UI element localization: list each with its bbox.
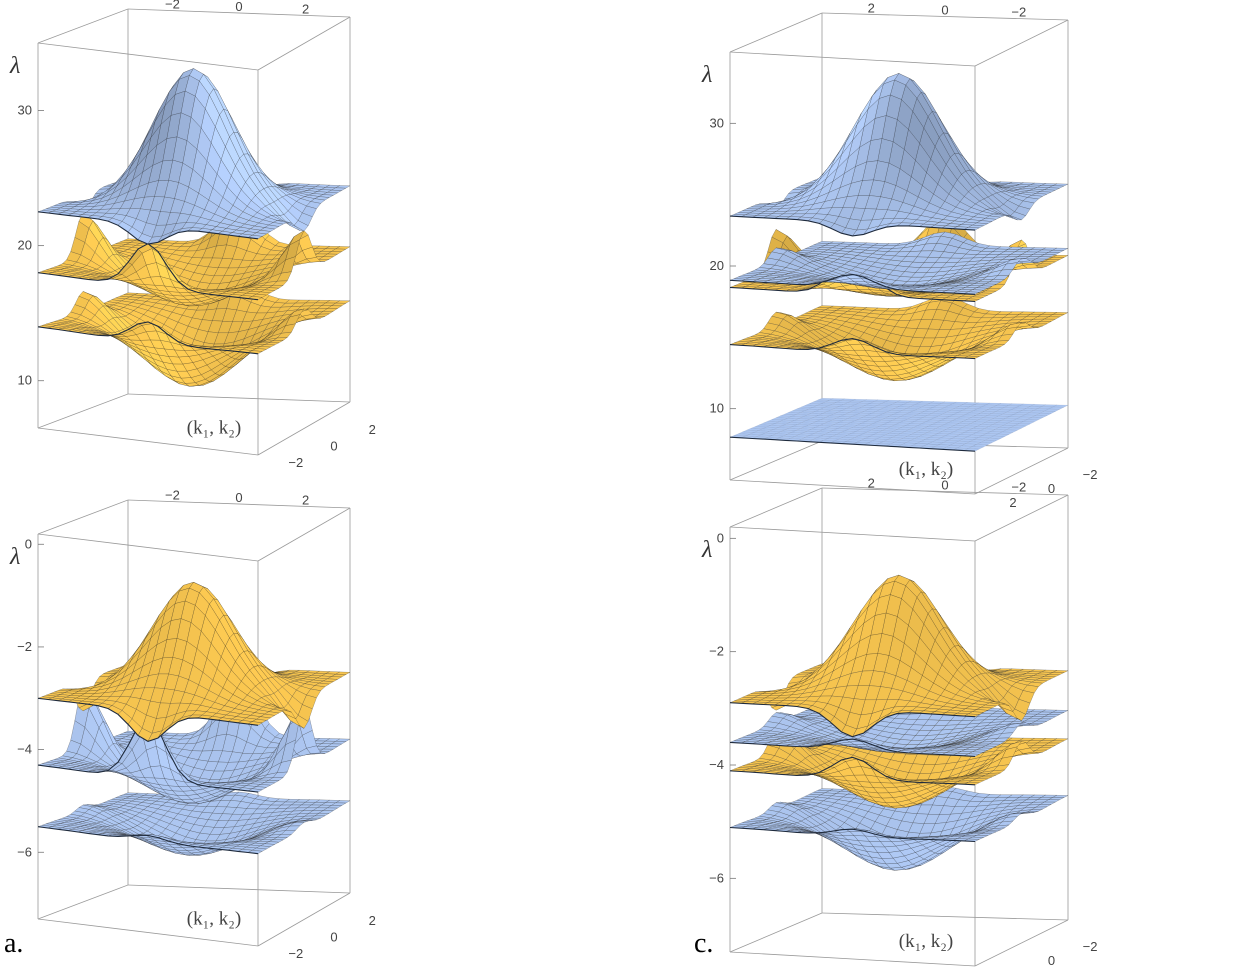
top-axis-tick-label: −2	[1011, 480, 1026, 495]
lambda-axis-label: λ	[9, 544, 20, 570]
lambda-axis-label: λ	[701, 537, 712, 563]
side-axis-tick-label: 2	[1009, 495, 1016, 510]
k-axis-label: (k₁, k₂)	[187, 418, 241, 439]
top-axis-tick-label: 0	[941, 3, 948, 18]
side-axis-tick-label: −2	[288, 455, 303, 470]
lambda-axis-label: λ	[701, 62, 712, 88]
top-axis-tick-label: −2	[1011, 5, 1026, 20]
side-axis-ticks: 2 0 −2	[288, 422, 375, 470]
top-axis-tick-label: −2	[165, 488, 180, 503]
top-axis-ticks: 2 0 −2	[868, 475, 1027, 494]
side-axis-tick-label: −2	[1083, 467, 1098, 482]
z-tick-label: 0	[717, 530, 724, 545]
top-axis-tick-label: 2	[868, 475, 875, 490]
z-tick-label: 20	[710, 258, 724, 273]
z-tick-label: 10	[710, 401, 724, 416]
top-axis-ticks: −2 0 2	[165, 488, 309, 508]
lambda-axis-label: λ	[9, 53, 20, 79]
z-tick-label: 30	[18, 103, 32, 118]
surface-2	[37, 791, 351, 856]
top-axis-tick-label: 0	[235, 0, 242, 14]
z-ticks: −6 −4 −2 0	[709, 530, 736, 885]
z-ticks: 10 20 30	[18, 103, 44, 388]
top-axis-tick-label: 0	[235, 490, 242, 505]
z-tick-label: 30	[710, 115, 724, 130]
surface-0	[37, 68, 351, 245]
z-tick-label: −6	[17, 844, 32, 859]
top-axis-tick-label: 2	[302, 492, 309, 507]
k-axis-label: (k₁, k₂)	[899, 931, 953, 952]
z-tick-label: −2	[709, 644, 724, 659]
z-tick-label: −4	[17, 742, 32, 757]
side-axis-tick-label: 0	[1048, 953, 1055, 967]
z-tick-label: 10	[18, 373, 32, 388]
surface-0	[37, 581, 351, 743]
top-axis-tick-label: 2	[868, 0, 875, 15]
z-tick-label: −2	[17, 639, 32, 654]
side-axis-ticks: 2 0 −2	[288, 913, 375, 961]
top-axis-tick-label: −2	[165, 0, 180, 12]
z-ticks: 10 20 30	[710, 115, 736, 416]
side-axis-tick-label: 2	[369, 913, 376, 928]
top-axis-tick-label: 2	[302, 1, 309, 16]
side-axis-tick-label: 2	[369, 422, 376, 437]
panel-bottom-left: −6−4−20λ−2 0 220−2(k₁, k₂)	[9, 488, 376, 961]
z-tick-label: −4	[709, 757, 724, 772]
surface-4	[729, 397, 1069, 452]
panel-label-a: a.	[4, 928, 24, 959]
side-axis-tick-label: 0	[1048, 481, 1055, 496]
z-tick-label: −6	[709, 870, 724, 885]
surface-0	[729, 574, 1069, 738]
top-axis-ticks: −2 0 2	[165, 0, 309, 16]
top-axis-ticks: 2 0 −2	[868, 0, 1027, 19]
k-axis-label: (k₁, k₂)	[187, 909, 241, 930]
surface-0	[729, 72, 1069, 237]
surface-3	[729, 295, 1069, 382]
plot-box	[37, 8, 351, 456]
k-axis-label: (k₁, k₂)	[899, 459, 953, 480]
panel-label-c: c.	[694, 928, 714, 959]
z-tick-label: 20	[18, 238, 32, 253]
side-axis-tick-label: −2	[288, 946, 303, 961]
side-axis-ticks: −202	[1048, 939, 1098, 967]
side-axis-tick-label: 0	[330, 439, 337, 454]
surface-1	[729, 231, 1069, 295]
side-axis-tick-label: −2	[1083, 939, 1098, 954]
surface-2	[37, 278, 351, 387]
z-tick-label: 0	[25, 536, 32, 551]
side-axis-ticks: −2 0 2	[1009, 467, 1097, 510]
side-axis-tick-label: 0	[330, 930, 337, 945]
surface-3	[729, 786, 1069, 871]
z-ticks: −6 −4 −2 0	[17, 536, 44, 859]
top-axis-tick-label: 0	[941, 478, 948, 493]
